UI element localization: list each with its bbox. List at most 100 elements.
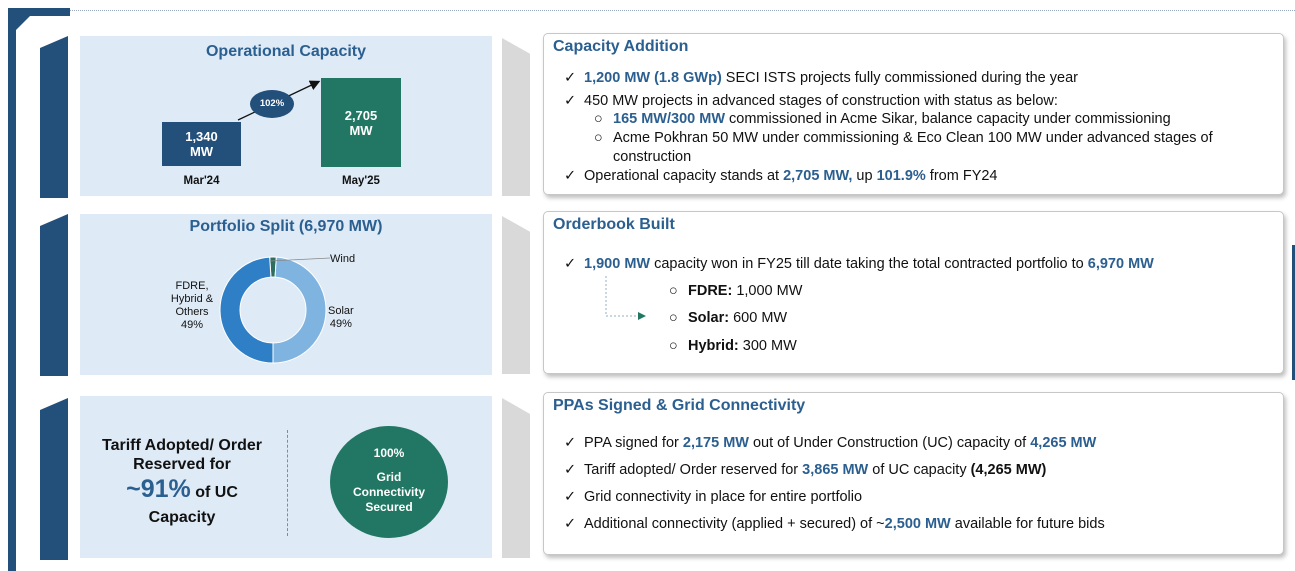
ppa-bullet-2: ✓ Tariff adopted/ Order reserved for 3,86… bbox=[564, 462, 1046, 478]
circle-bullet-icon: ○ bbox=[594, 111, 603, 127]
orderbook-item-fdre-value: 1,000 MW bbox=[732, 283, 803, 299]
pie-label-solar-name: Solar bbox=[328, 305, 354, 317]
check-icon: ✓ bbox=[564, 435, 577, 451]
ppa-b2-mid: of UC capacity bbox=[868, 462, 971, 478]
orderbook-bullet-1: ✓ 1,900 MW capacity won in FY25 till date… bbox=[564, 256, 1154, 272]
grid-line3: Secured bbox=[365, 500, 413, 514]
orderbook-mid: capacity won in FY25 till date taking th… bbox=[650, 256, 1088, 272]
portfolio-donut-chart bbox=[219, 256, 327, 364]
top-dotted-line bbox=[70, 10, 1295, 11]
pie-label-fdre-line1: FDRE, bbox=[175, 280, 209, 292]
pie-label-wind: Wind bbox=[330, 253, 356, 265]
ppa-b1-hl1: 2,175 MW bbox=[682, 435, 749, 451]
ppa-b2-hl1: 3,865 MW bbox=[802, 462, 869, 478]
grid-connectivity-badge: 100% Grid Connectivity Secured bbox=[330, 426, 448, 538]
circle-bullet-icon: ○ bbox=[669, 283, 678, 299]
orderbook-box: Orderbook Built ✓ 1,900 MW capacity won i… bbox=[543, 211, 1284, 374]
section-tab-3 bbox=[40, 398, 68, 560]
connector-chevron-3 bbox=[502, 398, 530, 558]
corner-accent-horizontal bbox=[8, 8, 70, 16]
tariff-line4: Capacity bbox=[148, 509, 216, 526]
tariff-line1: Tariff Adopted/ Order bbox=[102, 437, 262, 454]
check-icon: ✓ bbox=[564, 93, 577, 109]
circle-bullet-icon: ○ bbox=[669, 310, 678, 326]
ppa-bullet-4: ✓ Additional connectivity (applied + secu… bbox=[564, 516, 1105, 532]
orderbook-item-solar: ○ Solar: 600 MW bbox=[669, 310, 787, 326]
capacity-sub-1: ○ 165 MW/300 MW commissioned in Acme Sika… bbox=[594, 111, 1171, 127]
capacity-b2-text: 450 MW projects in advanced stages of co… bbox=[584, 93, 1058, 109]
ppa-bullet-3: ✓ Grid connectivity in place for entire p… bbox=[564, 489, 862, 505]
ppa-b2-pre: Tariff adopted/ Order reserved for bbox=[584, 462, 803, 478]
tariff-line3: ~91% of UC bbox=[88, 474, 276, 508]
bar-mar24-label: Mar'24 bbox=[183, 175, 220, 187]
pie-label-fdre: FDRE, Hybrid & Others 49% bbox=[162, 280, 222, 332]
bar-may25-unit: MW bbox=[349, 123, 373, 138]
capacity-b3-pre: Operational capacity stands at bbox=[584, 168, 784, 184]
bar-mar24: 1,340 MW bbox=[162, 122, 241, 166]
connector-chevron-1 bbox=[502, 38, 530, 196]
grid-line2: Connectivity bbox=[352, 485, 425, 499]
capacity-s1-highlight: 165 MW/300 MW bbox=[613, 111, 725, 127]
orderbook-title: Orderbook Built bbox=[553, 216, 675, 233]
check-icon: ✓ bbox=[564, 489, 577, 505]
capacity-b1-highlight: 1,200 MW (1.8 GWp) bbox=[584, 70, 722, 86]
ppa-box: PPAs Signed & Grid Connectivity ✓ PPA sig… bbox=[543, 392, 1284, 555]
capacity-b3-post: from FY24 bbox=[925, 168, 998, 184]
circle-bullet-icon: ○ bbox=[594, 130, 603, 146]
ppa-b3-text: Grid connectivity in place for entire po… bbox=[584, 489, 863, 505]
capacity-bullet-2: ✓ 450 MW projects in advanced stages of c… bbox=[564, 93, 1058, 109]
capacity-bullet-1: ✓ 1,200 MW (1.8 GWp) SECI ISTS projects f… bbox=[564, 70, 1078, 86]
check-icon: ✓ bbox=[564, 168, 577, 184]
section-tab-2 bbox=[40, 214, 68, 376]
orderbook-item-hybrid: ○ Hybrid: 300 MW bbox=[669, 338, 797, 354]
donut-slice-fdre-hybrid-others bbox=[219, 256, 274, 364]
capacity-b3-hl2: 101.9% bbox=[876, 168, 926, 184]
capacity-b3-hl1: 2,705 MW, bbox=[783, 168, 853, 184]
orderbook-item-hybrid-label: Hybrid: bbox=[688, 338, 739, 354]
ppa-b2-bold: (4,265 MW) bbox=[970, 462, 1047, 478]
bar-may25: 2,705 MW bbox=[321, 78, 401, 167]
pie-label-fdre-line3: Others bbox=[175, 306, 209, 318]
check-icon: ✓ bbox=[564, 256, 577, 272]
bar-may25-label: May'25 bbox=[342, 175, 380, 187]
orderbook-item-fdre: ○ FDRE: 1,000 MW bbox=[669, 283, 802, 299]
operational-capacity-title: Operational Capacity bbox=[205, 43, 367, 60]
bar-mar24-value: 1,340 bbox=[185, 129, 218, 144]
check-icon: ✓ bbox=[564, 70, 577, 86]
tariff-adopted-text: Tariff Adopted/ Order Reserved for ~91% … bbox=[88, 436, 276, 527]
ppa-title: PPAs Signed & Grid Connectivity bbox=[553, 397, 806, 414]
pie-label-fdre-pct: 49% bbox=[180, 319, 204, 331]
ppa-b1-pre: PPA signed for bbox=[584, 435, 683, 451]
circle-bullet-icon: ○ bbox=[669, 338, 678, 354]
pie-label-fdre-line2: Hybrid & bbox=[170, 293, 214, 305]
connector-chevron-2 bbox=[502, 216, 530, 374]
growth-percent-badge: 102% bbox=[250, 90, 294, 118]
capacity-sub-2-cont: construction bbox=[613, 149, 692, 165]
tariff-line2: Reserved for bbox=[133, 456, 231, 473]
bar-mar24-unit: MW bbox=[189, 144, 214, 159]
orderbook-item-fdre-label: FDRE: bbox=[688, 283, 733, 299]
right-edge-accent bbox=[1292, 245, 1295, 380]
capacity-sub-2: ○ Acme Pokhran 50 MW under commissioning … bbox=[594, 130, 1213, 146]
pie-label-solar: Solar 49% bbox=[328, 305, 354, 331]
tariff-of-uc: of UC bbox=[190, 484, 238, 501]
capacity-s2-text: Acme Pokhran 50 MW under commissioning &… bbox=[613, 130, 1213, 146]
ppa-b4-post: available for future bids bbox=[950, 516, 1105, 532]
panel-divider bbox=[287, 430, 288, 536]
capacity-b3-mid: up bbox=[852, 168, 877, 184]
operational-capacity-panel: Operational Capacity bbox=[80, 36, 492, 196]
ppa-bullet-1: ✓ PPA signed for 2,175 MW out of Under Co… bbox=[564, 435, 1096, 451]
tariff-percent: ~91% bbox=[126, 475, 191, 503]
corner-accent-vertical bbox=[8, 16, 16, 571]
orderbook-connector-arrow bbox=[605, 276, 646, 320]
bar-may25-value: 2,705 bbox=[344, 108, 378, 123]
orderbook-item-solar-value: 600 MW bbox=[729, 310, 788, 326]
ppa-b4-pre: Additional connectivity (applied + secur… bbox=[584, 516, 885, 532]
corner-accent-notch bbox=[16, 16, 30, 30]
grid-line1: Grid bbox=[376, 470, 402, 484]
orderbook-hl2: 6,970 MW bbox=[1087, 256, 1154, 272]
capacity-b1-text: SECI ISTS projects fully commissioned du… bbox=[721, 70, 1078, 86]
capacity-addition-title: Capacity Addition bbox=[553, 38, 689, 55]
portfolio-split-title: Portfolio Split (6,970 MW) bbox=[189, 218, 383, 235]
grid-pct: 100% bbox=[373, 446, 405, 460]
